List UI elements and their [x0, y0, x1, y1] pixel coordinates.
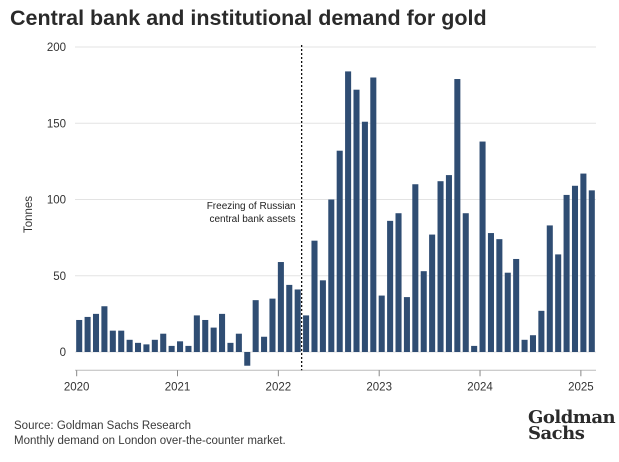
bar: [412, 184, 419, 352]
bar: [588, 190, 595, 352]
bar: [177, 341, 184, 352]
bar: [143, 344, 150, 352]
bar: [387, 220, 394, 352]
bar: [395, 213, 402, 352]
bar: [580, 173, 587, 352]
goldman-sachs-logo: Goldman Sachs: [528, 407, 616, 444]
bar: [118, 330, 125, 352]
bar: [504, 272, 511, 352]
description-note: Monthly demand on London over-the-counte…: [14, 435, 286, 447]
bar: [555, 254, 562, 352]
bar: [294, 289, 301, 352]
bar: [353, 89, 360, 352]
y-tick-label: 150: [47, 118, 66, 130]
x-tick-label: 2020: [64, 381, 90, 393]
bar: [319, 280, 326, 352]
bar: [126, 339, 133, 352]
x-tick-label: 2022: [266, 381, 292, 393]
bar-chart: 0 50 100 150 200 Tonnes 2020 2021 2022 2023 2024 20…: [23, 42, 596, 393]
bar: [244, 352, 251, 366]
bar: [303, 315, 310, 352]
annotation-text: central bank assets: [209, 214, 295, 225]
bar: [462, 213, 469, 352]
bar: [277, 262, 284, 352]
bar: [521, 339, 528, 352]
bar: [370, 77, 377, 352]
bar: [134, 342, 142, 352]
bar: [219, 313, 226, 352]
bar: [269, 298, 276, 352]
bar: [420, 271, 427, 352]
bar: [378, 295, 385, 352]
y-tick-label: 50: [53, 271, 66, 283]
bar: [429, 234, 436, 352]
bar: [109, 330, 116, 352]
logo-line-1: Goldman: [528, 407, 616, 428]
y-tick-label: 0: [60, 347, 66, 359]
bar: [151, 339, 158, 352]
bar: [168, 345, 175, 352]
x-tick-label: 2025: [568, 381, 594, 393]
x-tick-label: 2023: [366, 381, 392, 393]
bar: [101, 306, 108, 352]
bar: [571, 185, 579, 352]
source-note: Source: Goldman Sachs Research: [14, 420, 192, 432]
bar: [538, 310, 545, 352]
bar: [193, 315, 200, 352]
logo-line-2: Sachs: [528, 423, 585, 444]
bar: [437, 181, 444, 352]
bar: [210, 327, 217, 352]
bar: [235, 333, 242, 352]
bar: [286, 284, 293, 352]
y-tick-label: 100: [47, 195, 66, 207]
x-tick-label: 2024: [467, 381, 493, 393]
bar: [513, 258, 520, 352]
chart-footer: Source: Goldman Sachs Research Monthly d…: [14, 419, 286, 449]
bar: [487, 233, 494, 352]
bar: [185, 345, 192, 352]
bar: [403, 297, 410, 352]
bar: [261, 336, 268, 352]
bar: [471, 345, 478, 352]
y-axis-label: Tonnes: [23, 196, 35, 233]
bar: [479, 141, 486, 352]
bar: [336, 150, 343, 352]
chart-title: Central bank and institutional demand fo…: [10, 6, 487, 30]
bar: [160, 333, 167, 352]
bar: [563, 194, 570, 352]
bar: [92, 313, 100, 352]
x-tick-label: 2021: [165, 381, 191, 393]
bar: [529, 335, 537, 352]
bar: [345, 71, 352, 353]
bar: [252, 300, 259, 352]
bar: [311, 240, 318, 352]
bar: [361, 121, 368, 352]
bar: [546, 225, 553, 352]
bar: [227, 342, 234, 352]
bar: [445, 175, 452, 352]
bar: [328, 199, 335, 352]
bar: [76, 319, 83, 352]
bar: [454, 79, 461, 353]
bar: [496, 239, 503, 352]
y-tick-label: 200: [47, 42, 66, 54]
annotation-text: Freezing of Russian: [207, 201, 296, 212]
bar: [202, 319, 209, 352]
bar: [84, 316, 91, 352]
